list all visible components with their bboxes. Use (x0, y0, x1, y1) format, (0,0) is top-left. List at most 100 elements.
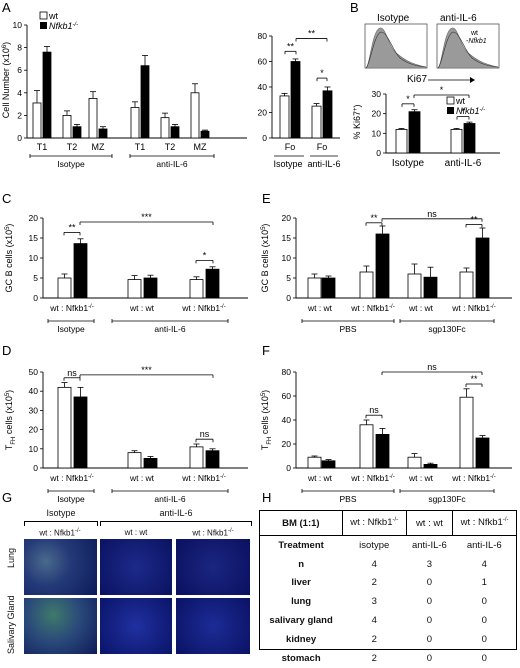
significance-label: ** (68, 222, 76, 232)
panel-letter-a: A (2, 0, 11, 15)
significance-label: * (203, 250, 207, 260)
table-cell: salivary gland (269, 615, 333, 627)
table-cell: 0 (481, 615, 487, 627)
legend-a: wt Nfkb1-/- (39, 11, 78, 31)
pair-label: wt : Nfkb1-/- (181, 473, 225, 483)
x-tick-label: Fo (285, 142, 296, 152)
y-tick-label: 60 (282, 391, 292, 401)
y-tick-label: 2 (17, 110, 22, 120)
significance-label: * (406, 94, 410, 104)
microscopy-grid: Isotype anti-IL-6 wt : Nfkb1-/- wt : wt … (0, 508, 258, 656)
table-cell: anti-IL-6 (411, 539, 447, 551)
y-axis-label: Cell Number (x106) (1, 42, 11, 118)
table-cell: 0 (426, 652, 433, 664)
table-row: n 4 3 4 (260, 555, 516, 574)
bar (160, 117, 170, 139)
y-tick-label: 10 (13, 20, 23, 30)
table-cell: 0 (481, 596, 487, 608)
bar (189, 279, 204, 299)
group-label: Isotype (273, 159, 302, 169)
table-row: lung 3 0 0 (260, 592, 516, 611)
table-cell: n (298, 558, 304, 570)
bar (98, 128, 108, 139)
y-tick-label: 20 (282, 439, 292, 449)
bar (73, 243, 88, 299)
y-tick-label: 5 (286, 273, 291, 283)
y-tick-label: 10 (29, 444, 39, 454)
significance-label: ** (470, 214, 478, 224)
pair-label: wt : wt (129, 473, 155, 483)
bar (423, 463, 438, 469)
y-tick-label: 15 (282, 233, 292, 243)
g-row-label-salivary: Salivary Gland (6, 595, 16, 654)
group-label: sgp130Fc (428, 494, 466, 504)
charts-layer: 0 2 4 6 8 10 Cell Number (x106) T1 T2 MZ T1 T2 MZ Iso… (1, 20, 512, 504)
group-label: PBS (339, 494, 356, 504)
significance-label: ** (287, 41, 295, 51)
panel-letter-f: F (262, 343, 270, 358)
g-bracket-anti-il6 (100, 521, 252, 526)
table-cell: 1 (481, 577, 487, 589)
bar (73, 396, 88, 469)
significance-label: ns (369, 405, 379, 415)
image-lung-wtwt (100, 539, 172, 595)
histogram-isotype: Isotype (364, 13, 428, 69)
table-cell: 4 (371, 558, 377, 570)
bar (290, 61, 301, 139)
y-tick-label: 60 (258, 57, 268, 67)
histogram-legend-ko: -Nfkb1 (466, 38, 487, 45)
y-tick-label: 0 (33, 463, 38, 473)
y-tick-label: 20 (258, 108, 268, 118)
bar (359, 271, 374, 299)
histogram-anti-il6: anti-IL-6 wt -Nfkb1 (436, 13, 500, 69)
x-tick-label: T2 (165, 142, 176, 152)
y-tick-label: 20 (29, 213, 39, 223)
bar (140, 65, 150, 139)
pair-label: wt : Nfkb1-/- (49, 473, 93, 483)
table-header-row: BM (1:1) wt : Nfkb1-/- wt : wt wt : Nfkb… (260, 511, 516, 536)
bar (395, 128, 408, 154)
bar (130, 107, 140, 139)
image-lung-antiil6 (176, 539, 250, 595)
bar (57, 386, 72, 469)
ki67-axis: Ki67 (407, 74, 475, 85)
table-cell: 2 (371, 652, 377, 664)
y-tick-label: 8 (17, 43, 22, 53)
y-tick-label: 80 (282, 367, 292, 377)
bar (407, 273, 422, 299)
bar (307, 456, 322, 469)
table-cell: kidney (286, 633, 317, 645)
significance-label: ns (427, 362, 437, 372)
bar (375, 433, 390, 469)
significance-label: ** (470, 374, 478, 384)
table-body: Treatment isotype anti-IL-6 anti-IL-6 n 4 3 4 li… (260, 536, 516, 668)
y-tick-label: 40 (282, 415, 292, 425)
bar (32, 102, 42, 139)
group-label: anti-IL-6 (156, 159, 187, 169)
image-salivary-wtwt (100, 598, 172, 654)
table-header-cell: wt : Nfkb1-/- (342, 511, 407, 536)
histogram-legend-wt: wt (470, 30, 478, 37)
table-row: kidney 2 0 0 (260, 630, 516, 649)
group-label: Isotype (57, 494, 85, 504)
bar (205, 268, 220, 299)
table-cell: 0 (481, 652, 487, 664)
y-axis-label: % Ki67+) (352, 104, 362, 139)
bar (42, 51, 52, 139)
table-cell: lung (291, 596, 312, 608)
y-tick-label: 10 (372, 128, 382, 138)
y-axis-label: GC B cells (x105) (260, 224, 270, 293)
group-label: PBS (339, 324, 356, 334)
table-row: Treatment isotype anti-IL-6 anti-IL-6 (260, 536, 516, 555)
x-tick-label: T1 (135, 142, 146, 152)
pair-label: wt : Nfkb1-/- (49, 303, 93, 313)
bar (463, 123, 476, 154)
table-cell: 3 (426, 558, 433, 570)
significance-label: ns (200, 429, 210, 439)
y-tick-label: 10 (29, 253, 39, 263)
y-tick-label: 50 (29, 367, 39, 377)
table-header-cell: wt : Nfkb1-/- (460, 517, 509, 529)
g-col-2: wt : wt (124, 528, 148, 537)
y-tick-label: 30 (29, 405, 39, 415)
